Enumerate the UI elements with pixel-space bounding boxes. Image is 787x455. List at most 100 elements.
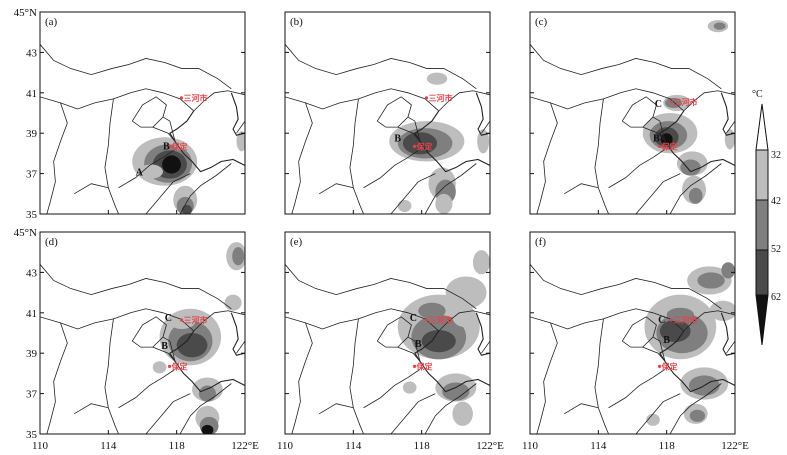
echo-contour [397,199,412,212]
province-border [530,264,722,310]
echo-contour [659,319,691,343]
lon-label: 122°E [721,440,749,452]
coastline [659,330,735,393]
lon-label: 114 [100,440,117,452]
province-border [40,44,232,90]
coastline [414,110,490,173]
lon-label: 110 [522,440,539,452]
colorbar-unit: °C [752,89,763,100]
panel-label: (e) [290,236,303,248]
city-label: 保定 [416,141,433,151]
colorbar: °C 32 42 52 62 [752,89,781,346]
province-border [193,310,245,332]
province-border [73,183,109,195]
marker-B: B [394,133,401,144]
province-border [131,96,167,128]
echo-contour [709,300,735,321]
echo-contour [477,129,490,154]
province-border [285,308,440,332]
province-border [390,393,436,434]
province-border [363,369,421,409]
colorbar-band-2 [755,199,769,251]
province-border [635,393,681,434]
province-border [635,173,681,214]
panel-frame [529,231,736,435]
marker-C: C [658,315,665,326]
province-border [376,96,412,128]
province-border [390,173,436,214]
province-border [726,120,735,134]
colorbar-band-3 [755,249,769,296]
lat-label: 39 [26,348,38,360]
coastline [475,92,490,136]
coastline [169,110,245,173]
province-border [530,44,722,90]
echo-contour [176,333,208,358]
echo-contour [452,306,477,327]
lat-label: 41 [26,88,37,100]
province-border [481,340,490,354]
province-border [726,340,735,354]
panel-frame [284,11,491,215]
lon-label: 110 [277,440,294,452]
province-border [563,403,599,415]
marker-B: B [161,341,168,352]
lat-label: 35 [26,209,38,221]
city-label: 保定 [661,361,678,371]
city-label: 保定 [661,141,678,151]
lon-label: 122°E [476,440,504,452]
echo-contour [713,22,726,30]
marker-A: A [136,168,144,179]
lon-label: 118 [169,440,186,452]
map-background [285,12,490,214]
echo-contour [445,276,487,309]
city-label: 保定 [416,361,433,371]
map-background [40,12,245,214]
city-dot [412,144,417,148]
echo-contour [435,193,453,214]
lon-label: 114 [590,440,607,452]
province-border [236,120,245,134]
city-dot [669,318,674,322]
province-border [318,183,354,195]
coastline [414,330,490,393]
echo-contour [224,294,242,311]
lat-label: 43 [26,47,38,59]
province-border [530,308,685,332]
colorbar-level-62: 62 [771,292,781,303]
city-label: 三河市 [674,97,698,107]
lat-label: 35 [26,429,38,441]
panels-group: (a)三河市保定AB(b)三河市保定B(c)三河市保定CB(d)三河市保定CB(… [39,11,736,435]
lat-label: 37 [26,389,38,401]
province-border [46,102,68,214]
marker-C: C [655,99,662,110]
marker-B: B [653,133,660,144]
province-border [376,316,412,348]
province-border [40,308,195,332]
echo-contour [421,329,456,353]
coastline [720,92,735,136]
marker-B: B [163,141,170,152]
province-border [536,322,558,434]
province-border [481,120,490,134]
city-dot [167,144,172,148]
lat-label: 37 [26,169,38,181]
province-border [193,90,245,112]
colorbar-top-cap [755,103,769,151]
city-label: 三河市 [184,315,208,325]
lat-label: 45°N [14,227,37,239]
colorbar-level-32: 32 [771,150,781,161]
echo-contour [236,131,245,152]
province-border [291,322,313,434]
province-border [608,149,666,189]
echo-contour [402,132,438,155]
lon-label: 110 [32,440,49,452]
lat-label: 39 [26,128,38,140]
city-dot [179,318,184,322]
province-border [424,383,477,434]
